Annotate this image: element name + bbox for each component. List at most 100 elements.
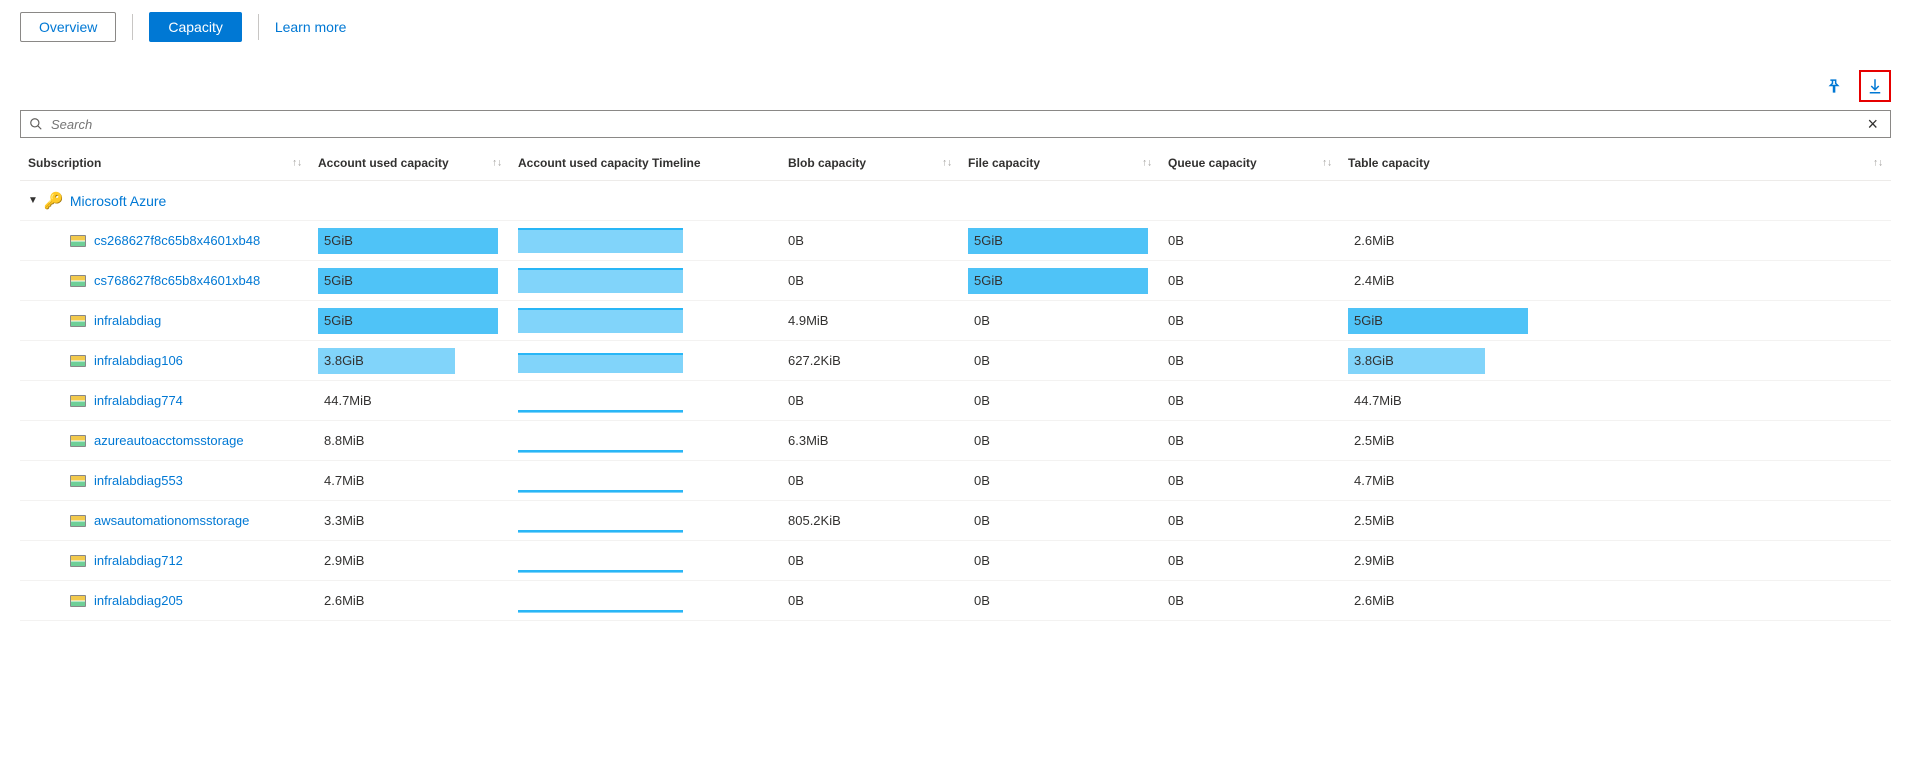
capacity-tab[interactable]: Capacity	[149, 12, 241, 42]
pin-button[interactable]	[1817, 70, 1849, 102]
table-capacity-cell: 2.6MiB	[1348, 588, 1883, 614]
storage-icon	[70, 435, 86, 447]
table-capacity-cell: 2.4MiB	[1348, 268, 1883, 294]
search-icon	[29, 117, 43, 131]
learn-more-link[interactable]: Learn more	[275, 19, 347, 35]
storage-account-link[interactable]: cs268627f8c65b8x4601xb48	[28, 233, 302, 248]
key-icon: 🔑	[44, 191, 64, 211]
table-row: cs768627f8c65b8x4601xb48 5GiB 0B 5GiB 0B…	[20, 261, 1891, 301]
used-capacity-cell: 2.9MiB	[318, 548, 502, 574]
queue-capacity-cell: 0B	[1160, 581, 1340, 621]
storage-account-link[interactable]: azureautoacctomsstorage	[28, 433, 302, 448]
table-capacity-cell: 3.8GiB	[1348, 348, 1883, 374]
storage-account-link[interactable]: infralabdiag	[28, 313, 302, 328]
table-row: cs268627f8c65b8x4601xb48 5GiB 0B 5GiB 0B…	[20, 221, 1891, 261]
storage-account-link[interactable]: cs768627f8c65b8x4601xb48	[28, 273, 302, 288]
account-name[interactable]: infralabdiag205	[94, 593, 183, 608]
account-name[interactable]: azureautoacctomsstorage	[94, 433, 244, 448]
timeline-sparkline	[518, 509, 683, 533]
divider	[132, 14, 133, 40]
table-row: infralabdiag712 2.9MiB 0B 0B 0B 2.9MiB	[20, 541, 1891, 581]
used-capacity-cell: 4.7MiB	[318, 468, 502, 494]
account-name[interactable]: cs768627f8c65b8x4601xb48	[94, 273, 260, 288]
account-name[interactable]: awsautomationomsstorage	[94, 513, 249, 528]
account-name[interactable]: cs268627f8c65b8x4601xb48	[94, 233, 260, 248]
storage-account-link[interactable]: infralabdiag205	[28, 593, 302, 608]
storage-account-link[interactable]: awsautomationomsstorage	[28, 513, 302, 528]
col-timeline[interactable]: Account used capacity Timeline	[510, 146, 780, 181]
account-name[interactable]: infralabdiag774	[94, 393, 183, 408]
overview-tab[interactable]: Overview	[20, 12, 116, 42]
file-capacity-cell: 0B	[968, 308, 1152, 334]
timeline-sparkline	[518, 429, 683, 453]
used-capacity-cell: 3.8GiB	[318, 348, 502, 374]
used-capacity-cell: 44.7MiB	[318, 388, 502, 414]
col-queue[interactable]: Queue capacity↑↓	[1160, 146, 1340, 181]
account-name[interactable]: infralabdiag106	[94, 353, 183, 368]
divider	[258, 14, 259, 40]
table-row: azureautoacctomsstorage 8.8MiB 6.3MiB 0B…	[20, 421, 1891, 461]
table-capacity-cell: 2.5MiB	[1348, 508, 1883, 534]
col-file[interactable]: File capacity↑↓	[960, 146, 1160, 181]
download-button[interactable]	[1859, 70, 1891, 102]
storage-account-link[interactable]: infralabdiag774	[28, 393, 302, 408]
action-bar	[20, 70, 1891, 102]
timeline-sparkline	[518, 309, 683, 333]
blob-capacity-cell: 0B	[780, 581, 960, 621]
sort-icon: ↑↓	[292, 158, 302, 169]
storage-icon	[70, 275, 86, 287]
search-input[interactable]	[51, 117, 1863, 132]
sort-icon: ↑↓	[492, 158, 502, 169]
subscription-name: Microsoft Azure	[70, 193, 166, 209]
used-capacity-cell: 3.3MiB	[318, 508, 502, 534]
queue-capacity-cell: 0B	[1160, 381, 1340, 421]
timeline-sparkline	[518, 549, 683, 573]
sort-icon: ↑↓	[1142, 158, 1152, 169]
file-capacity-cell: 0B	[968, 468, 1152, 494]
used-capacity-cell: 5GiB	[318, 228, 502, 254]
table-row: awsautomationomsstorage 3.3MiB 805.2KiB …	[20, 501, 1891, 541]
file-capacity-cell: 0B	[968, 348, 1152, 374]
download-icon	[1866, 77, 1884, 95]
col-used[interactable]: Account used capacity↑↓	[310, 146, 510, 181]
timeline-sparkline	[518, 269, 683, 293]
table-capacity-cell: 2.6MiB	[1348, 228, 1883, 254]
blob-capacity-cell: 0B	[780, 541, 960, 581]
storage-icon	[70, 235, 86, 247]
used-capacity-cell: 5GiB	[318, 308, 502, 334]
storage-account-link[interactable]: infralabdiag712	[28, 553, 302, 568]
storage-icon	[70, 555, 86, 567]
subscription-group-row[interactable]: ▼ 🔑 Microsoft Azure	[20, 181, 1891, 221]
table-capacity-cell: 5GiB	[1348, 308, 1883, 334]
search-box[interactable]: ×	[20, 110, 1891, 138]
timeline-sparkline	[518, 389, 683, 413]
file-capacity-cell: 0B	[968, 388, 1152, 414]
queue-capacity-cell: 0B	[1160, 341, 1340, 381]
file-capacity-cell: 0B	[968, 428, 1152, 454]
account-name[interactable]: infralabdiag	[94, 313, 161, 328]
search-clear-button[interactable]: ×	[1863, 115, 1882, 133]
pin-icon	[1824, 77, 1842, 95]
capacity-table: Subscription↑↓ Account used capacity↑↓ A…	[20, 146, 1891, 621]
file-capacity-cell: 5GiB	[968, 228, 1152, 254]
storage-account-link[interactable]: infralabdiag553	[28, 473, 302, 488]
storage-icon	[70, 355, 86, 367]
col-subscription[interactable]: Subscription↑↓	[20, 146, 310, 181]
file-capacity-cell: 5GiB	[968, 268, 1152, 294]
table-row: infralabdiag774 44.7MiB 0B 0B 0B 44.7MiB	[20, 381, 1891, 421]
sort-icon: ↑↓	[1873, 158, 1883, 169]
account-name[interactable]: infralabdiag553	[94, 473, 183, 488]
table-capacity-cell: 2.9MiB	[1348, 548, 1883, 574]
account-name[interactable]: infralabdiag712	[94, 553, 183, 568]
storage-account-link[interactable]: infralabdiag106	[28, 353, 302, 368]
col-blob[interactable]: Blob capacity↑↓	[780, 146, 960, 181]
sort-icon: ↑↓	[942, 158, 952, 169]
col-table[interactable]: Table capacity↑↓	[1340, 146, 1891, 181]
blob-capacity-cell: 0B	[780, 381, 960, 421]
used-capacity-cell: 5GiB	[318, 268, 502, 294]
storage-icon	[70, 475, 86, 487]
storage-icon	[70, 315, 86, 327]
table-capacity-cell: 4.7MiB	[1348, 468, 1883, 494]
storage-icon	[70, 395, 86, 407]
timeline-sparkline	[518, 589, 683, 613]
